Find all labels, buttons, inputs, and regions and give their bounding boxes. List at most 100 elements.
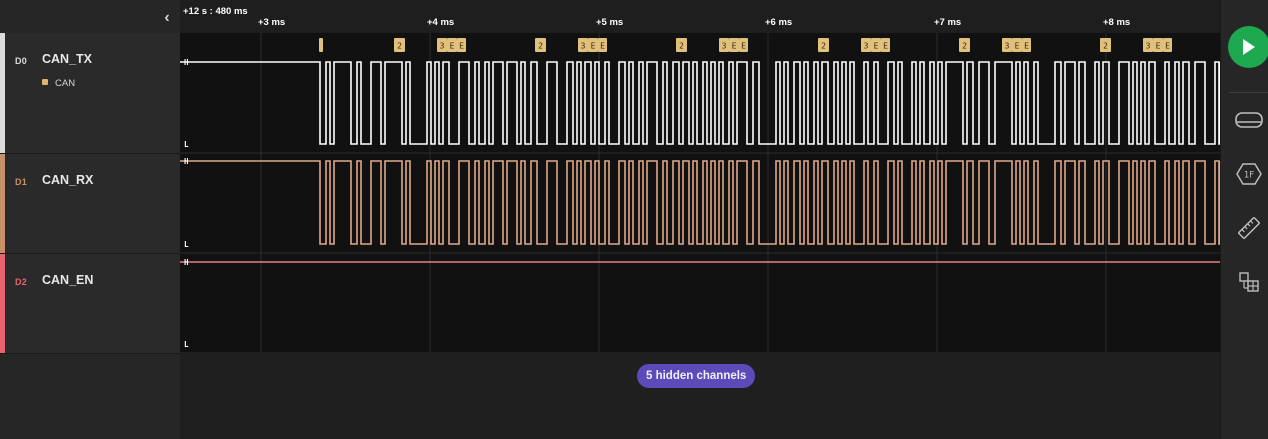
can-field-box — [871, 38, 881, 52]
can-field-box — [588, 38, 598, 52]
waveform-trace-can-rx — [180, 160, 1220, 245]
can-field-label: 3 — [1005, 42, 1010, 51]
channel-id: D1 — [15, 177, 28, 187]
time-ruler[interactable]: +12 s : 480 ms +3 ms +4 ms +5 ms +6 ms +… — [180, 0, 1220, 34]
level-high-label: H — [184, 58, 189, 67]
can-field-label: E — [1024, 42, 1029, 51]
time-tick-label: +8 ms — [1103, 17, 1131, 28]
timeline-start-label: +12 s : 480 ms — [183, 6, 248, 17]
can-field-box — [739, 38, 748, 52]
can-field-box — [1100, 38, 1111, 52]
analyzer-label: CAN — [55, 78, 76, 89]
can-field-label: 3 — [581, 42, 586, 51]
level-high-label: H — [184, 258, 189, 267]
can-field-label: 3 — [1146, 42, 1151, 51]
can-field-label: E — [1165, 42, 1170, 51]
svg-text:1F: 1F — [1244, 171, 1254, 181]
can-field-label: E — [1015, 42, 1020, 51]
waveform-trace-can-tx — [180, 61, 1220, 145]
can-field-box — [861, 38, 871, 52]
channel-name[interactable]: CAN_EN — [42, 273, 94, 287]
can-field-label: E — [874, 42, 879, 51]
layout-button[interactable] — [1235, 268, 1263, 296]
waveform-view[interactable]: +12 s : 480 ms +3 ms +4 ms +5 ms +6 ms +… — [180, 0, 1220, 439]
channel-color-stripe — [0, 154, 5, 253]
can-field-label: 2 — [1103, 42, 1108, 51]
channel-color-stripe — [0, 33, 5, 153]
extensions-button[interactable]: 1F — [1235, 160, 1263, 188]
collapse-panel-chevron-icon[interactable]: ‹ — [164, 9, 170, 26]
right-toolbar: 1F — [1220, 0, 1268, 439]
time-tick-label: +7 ms — [934, 17, 962, 28]
can-field-box — [578, 38, 588, 52]
channel-id: D2 — [15, 277, 28, 287]
level-low-label: L — [184, 340, 189, 349]
measure-button[interactable] — [1235, 214, 1263, 242]
hidden-channels-button[interactable]: 5 hidden channels — [637, 364, 756, 388]
channel-row-d1[interactable]: D1 CAN_RX — [0, 154, 180, 254]
can-field-label: E — [591, 42, 596, 51]
time-tick-label: +4 ms — [427, 17, 455, 28]
channel-id: D0 — [15, 56, 28, 66]
can-field-box — [598, 38, 607, 52]
can-field-label: 2 — [962, 42, 967, 51]
analyzers-button[interactable] — [1235, 106, 1263, 134]
channel-name[interactable]: CAN_TX — [42, 52, 93, 66]
channel-row-d0[interactable]: D0 CAN_TX CAN — [0, 33, 180, 154]
can-field-label: E — [1156, 42, 1161, 51]
can-frame-marker-partial[interactable] — [319, 38, 323, 52]
can-field-box — [1153, 38, 1163, 52]
analyzer-color-dot-icon — [42, 79, 48, 85]
can-field-box — [959, 38, 970, 52]
channel-row-d2[interactable]: D2 CAN_EN — [0, 254, 180, 354]
can-field-label: 2 — [821, 42, 826, 51]
level-low-label: L — [184, 140, 189, 149]
channel-name[interactable]: CAN_RX — [42, 173, 94, 187]
can-field-box — [1143, 38, 1153, 52]
can-field-box — [1002, 38, 1012, 52]
can-field-box — [447, 38, 457, 52]
can-field-label: 2 — [679, 42, 684, 51]
measure-ruler-icon — [1238, 217, 1260, 239]
can-field-label: E — [741, 42, 746, 51]
can-field-label: 3 — [440, 42, 445, 51]
can-field-box — [676, 38, 687, 52]
waveform-traces — [180, 61, 1220, 263]
can-field-label: E — [732, 42, 737, 51]
can-field-label: E — [600, 42, 605, 51]
can-field-box — [1163, 38, 1172, 52]
level-high-label: H — [184, 157, 189, 166]
can-field-label: E — [883, 42, 888, 51]
waveform-background — [180, 33, 1220, 353]
play-capture-button[interactable] — [1228, 26, 1268, 68]
can-field-box — [729, 38, 739, 52]
level-low-label: L — [184, 240, 189, 249]
can-field-box — [437, 38, 447, 52]
channel-panel: ‹ D0 CAN_TX CAN D1 CAN_RX D2 CAN_EN — [0, 0, 180, 439]
can-field-box — [1012, 38, 1022, 52]
can-field-box — [881, 38, 890, 52]
can-field-label: 3 — [722, 42, 727, 51]
time-tick-label: +5 ms — [596, 17, 624, 28]
time-tick-label: +3 ms — [258, 17, 286, 28]
can-field-box — [818, 38, 829, 52]
toolbar-divider — [1229, 92, 1268, 93]
can-field-box — [719, 38, 729, 52]
can-field-box — [457, 38, 466, 52]
play-icon — [1243, 39, 1255, 55]
can-field-box — [535, 38, 546, 52]
analyzer-tag-can[interactable]: CAN — [42, 78, 75, 89]
can-field-label: 3 — [864, 42, 869, 51]
analyzers-icon — [1235, 112, 1263, 128]
can-field-label: 2 — [397, 42, 402, 51]
